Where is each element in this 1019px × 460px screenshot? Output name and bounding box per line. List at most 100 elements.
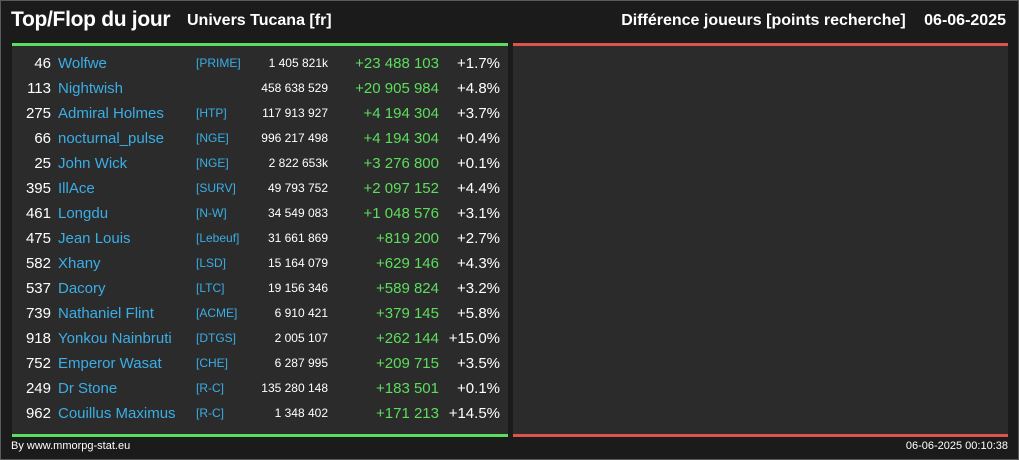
player-name-link[interactable]: Nathaniel Flint	[58, 305, 154, 322]
percent-change: +15.0%	[448, 330, 500, 347]
alliance-tag[interactable]: [DTGS]	[196, 331, 237, 345]
player-row: 395 IllAce [SURV] 49 793 752 +2 097 152 +4.4%	[12, 176, 508, 201]
player-points: 1 348 402	[274, 406, 328, 420]
player-name-link[interactable]: Dr Stone	[58, 380, 118, 397]
points-difference: +23 488 103	[355, 55, 439, 72]
player-points: 1 405 821k	[268, 56, 328, 70]
points-difference: +629 146	[376, 255, 439, 272]
player-name-link[interactable]: Longdu	[58, 205, 109, 222]
player-name-link[interactable]: Xhany	[58, 255, 101, 272]
player-points: 2 005 107	[274, 331, 328, 345]
player-rank: 739	[25, 305, 51, 322]
points-difference: +4 194 304	[363, 130, 440, 147]
universe-label: Univers Tucana [fr]	[187, 12, 332, 29]
points-difference: +183 501	[376, 380, 439, 397]
player-points: 996 217 498	[261, 131, 328, 145]
player-row: 461 Longdu [N-W] 34 549 083 +1 048 576 +3.1%	[12, 201, 508, 226]
alliance-tag[interactable]: [Lebeuf]	[196, 231, 240, 245]
player-row: 275 Admiral Holmes [HTP] 117 913 927 +4 194 …	[12, 101, 508, 126]
date-label: 06-06-2025	[924, 12, 1006, 29]
player-rank: 918	[25, 330, 51, 347]
points-difference: +589 824	[376, 280, 439, 297]
points-difference: +209 715	[376, 355, 439, 372]
player-rank: 537	[25, 280, 51, 297]
page-title: Top/Flop du jour	[11, 8, 171, 31]
alliance-tag[interactable]: [SURV]	[196, 181, 236, 195]
player-points: 49 793 752	[267, 181, 328, 195]
alliance-tag[interactable]: [LTC]	[196, 281, 225, 295]
player-name-link[interactable]: Jean Louis	[58, 230, 131, 247]
alliance-tag[interactable]: [CHE]	[196, 356, 229, 370]
player-rank: 66	[34, 130, 51, 147]
player-row: 582 Xhany [LSD] 15 164 079 +629 146 +4.3%	[12, 251, 508, 276]
player-points: 19 156 346	[267, 281, 328, 295]
player-points: 135 280 148	[261, 381, 328, 395]
player-rank: 962	[25, 405, 51, 422]
player-points: 34 549 083	[267, 206, 328, 220]
player-points: 117 913 927	[262, 106, 328, 120]
header: Top/Flop du jour Univers Tucana [fr] Dif…	[1, 1, 1018, 41]
player-row: 962 Couillus Maximus [R-C] 1 348 402 +171 21…	[12, 401, 508, 426]
alliance-tag[interactable]: [ACME]	[196, 306, 238, 320]
percent-change: +3.7%	[457, 105, 500, 122]
footer: By www.mmorpg-stat.eu 06-06-2025 00:10:3…	[1, 437, 1018, 457]
percent-change: +2.7%	[457, 230, 500, 247]
percent-change: +0.4%	[457, 130, 500, 147]
alliance-tag[interactable]: [R-C]	[196, 406, 224, 420]
points-difference: +4 194 304	[363, 105, 440, 122]
player-rank: 752	[25, 355, 51, 372]
alliance-tag[interactable]: [R-C]	[196, 381, 224, 395]
alliance-tag[interactable]: [HTP]	[196, 106, 227, 120]
points-difference: +171 213	[376, 405, 439, 422]
player-rank: 461	[25, 205, 51, 222]
player-name-link[interactable]: Wolfwe	[58, 55, 107, 72]
percent-change: +0.1%	[457, 155, 500, 172]
player-rank: 275	[25, 105, 51, 122]
alliance-tag[interactable]: [NGE]	[196, 131, 229, 145]
player-points: 6 910 421	[274, 306, 328, 320]
alliance-tag[interactable]: [LSD]	[196, 256, 227, 270]
player-rank: 25	[34, 155, 51, 172]
player-rank: 395	[25, 180, 51, 197]
player-points: 15 164 079	[267, 256, 328, 270]
percent-change: +3.1%	[457, 205, 500, 222]
player-rank: 249	[25, 380, 51, 397]
player-name-link[interactable]: Emperor Wasat	[58, 355, 162, 372]
percent-change: +1.7%	[457, 55, 500, 72]
percent-change: +4.3%	[457, 255, 500, 272]
player-row: 113 Nightwish 458 638 529 +20 905 984 +4.8%	[12, 76, 508, 101]
points-difference: +2 097 152	[363, 180, 440, 197]
player-row: 918 Yonkou Nainbruti [DTGS] 2 005 107 +262 1…	[12, 326, 508, 351]
player-row: 249 Dr Stone [R-C] 135 280 148 +183 501 +0.1%	[12, 376, 508, 401]
player-name-link[interactable]: nocturnal_pulse	[58, 130, 164, 147]
player-row: 752 Emperor Wasat [CHE] 6 287 995 +209 715 +3…	[12, 351, 508, 376]
player-row: 46 Wolfwe [PRIME] 1 405 821k +23 488 103 +1.7…	[12, 51, 508, 76]
top-list: 46 Wolfwe [PRIME] 1 405 821k +23 488 103 +1.7…	[12, 51, 508, 426]
alliance-tag[interactable]: [N-W]	[196, 206, 227, 220]
player-name-link[interactable]: Couillus Maximus	[58, 405, 176, 422]
player-row: 66 nocturnal_pulse [NGE] 996 217 498 +4 194 …	[12, 126, 508, 151]
percent-change: +3.5%	[457, 355, 500, 372]
player-name-link[interactable]: IllAce	[58, 180, 95, 197]
player-points: 458 638 529	[261, 81, 328, 95]
alliance-tag[interactable]: [PRIME]	[196, 56, 241, 70]
player-row: 739 Nathaniel Flint [ACME] 6 910 421 +379 14…	[12, 301, 508, 326]
player-rank: 582	[25, 255, 51, 272]
points-difference: +3 276 800	[363, 155, 440, 172]
points-difference: +819 200	[376, 230, 439, 247]
percent-change: +4.4%	[457, 180, 500, 197]
percent-change: +4.8%	[457, 80, 500, 97]
player-name-link[interactable]: Dacory	[58, 280, 106, 297]
player-name-link[interactable]: Nightwish	[58, 80, 124, 97]
player-name-link[interactable]: Yonkou Nainbruti	[58, 330, 172, 347]
player-rank: 46	[34, 55, 51, 72]
percent-change: +14.5%	[448, 405, 500, 422]
alliance-tag[interactable]: [NGE]	[196, 156, 229, 170]
points-difference: +262 144	[376, 330, 439, 347]
player-name-link[interactable]: Admiral Holmes	[58, 105, 164, 122]
player-name-link[interactable]: John Wick	[58, 155, 128, 172]
points-difference: +379 145	[376, 305, 439, 322]
points-difference: +1 048 576	[363, 205, 440, 222]
player-row: 537 Dacory [LTC] 19 156 346 +589 824 +3.2%	[12, 276, 508, 301]
